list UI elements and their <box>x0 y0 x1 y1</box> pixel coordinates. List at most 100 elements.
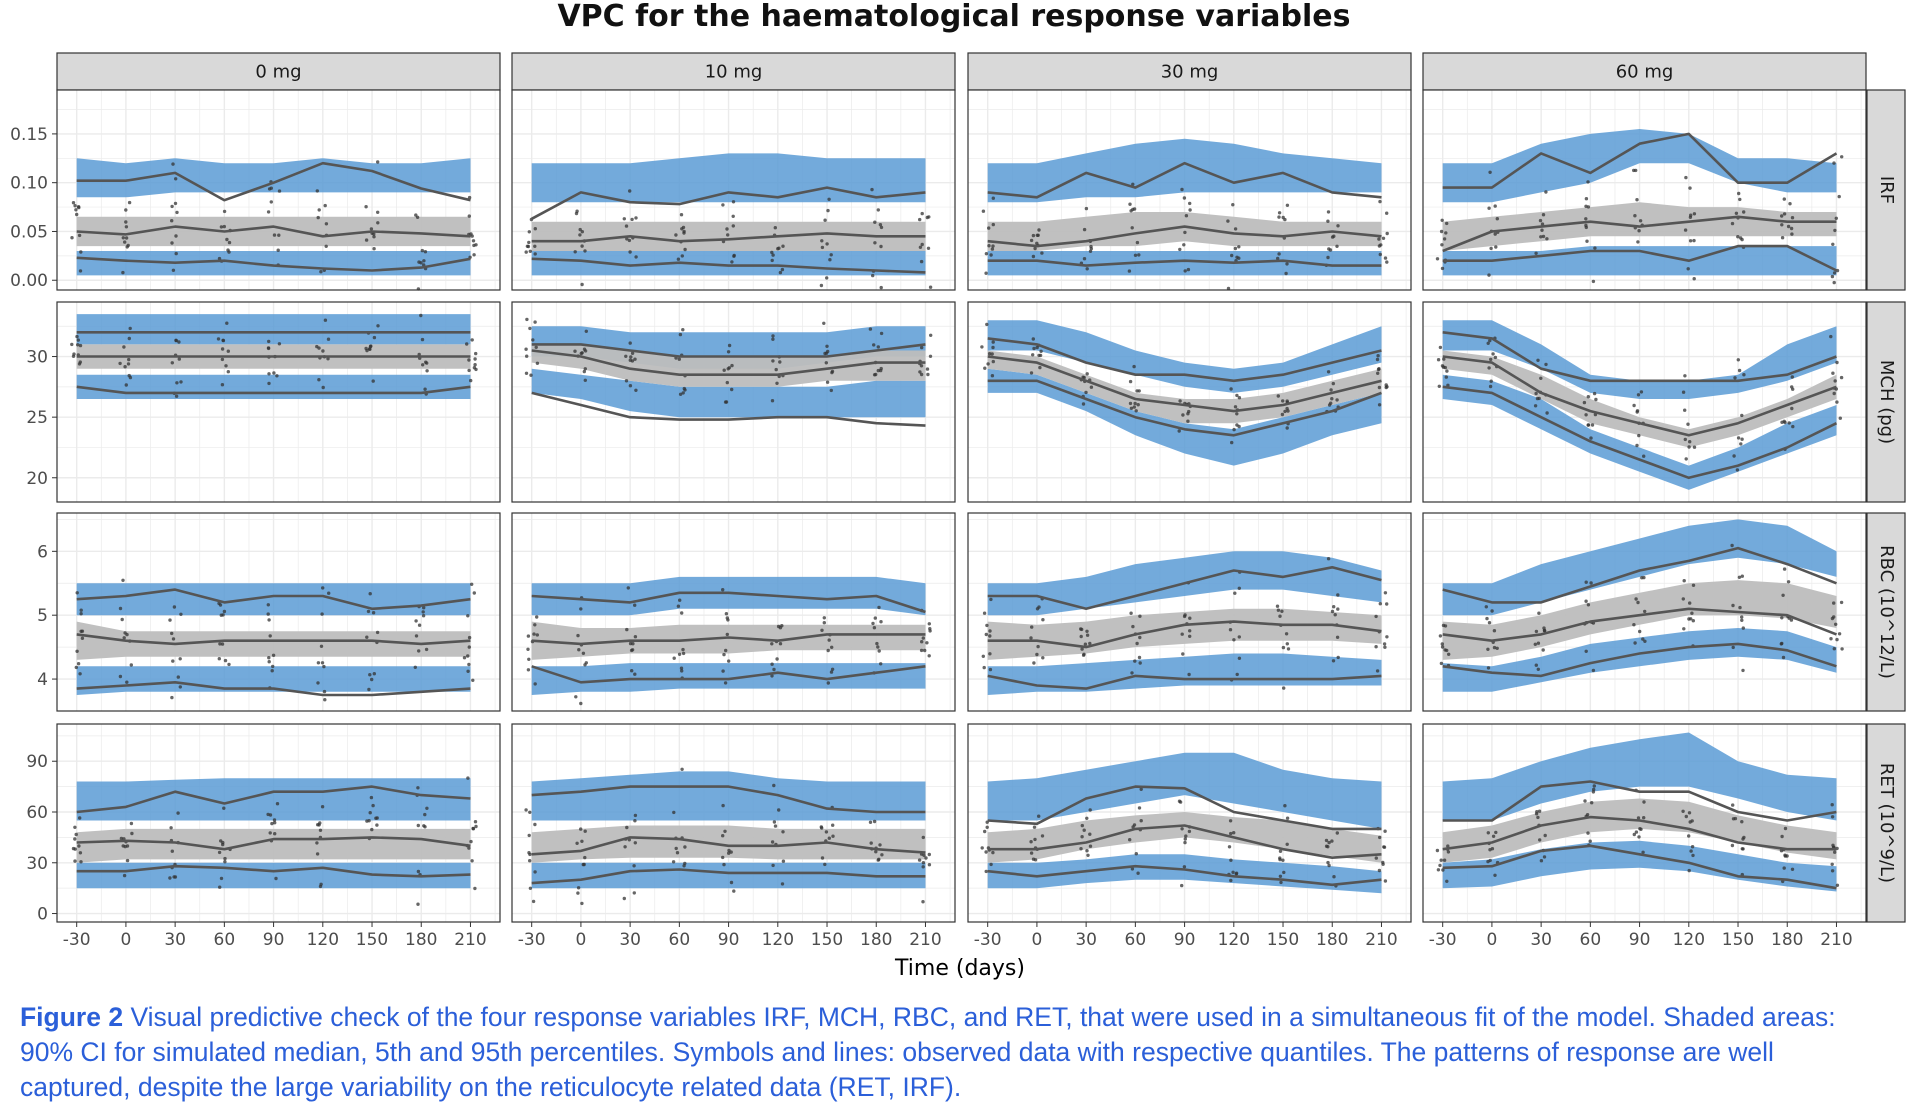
x-tick-label: 210 <box>1365 930 1397 950</box>
observed-point <box>1336 224 1340 228</box>
y-tick-label: 90 <box>26 752 48 772</box>
row-strip-rbc: RBC (10^12/L) <box>1866 512 1906 712</box>
observed-point <box>1081 402 1086 406</box>
observed-point <box>527 851 531 855</box>
observed-median-line <box>987 824 1382 859</box>
observed-point <box>1038 365 1042 370</box>
observed-point <box>1282 686 1286 690</box>
observed-point <box>1689 849 1693 853</box>
observed-point <box>1683 437 1688 442</box>
x-tick-label: 60 <box>214 930 236 950</box>
panel-mch-30mg <box>967 301 1412 503</box>
observed-point <box>1533 642 1538 646</box>
observed-point <box>524 808 528 812</box>
observed-p05-line <box>76 385 471 395</box>
observed-point <box>876 645 880 649</box>
observed-point <box>221 338 226 343</box>
observed-point <box>1138 635 1142 640</box>
observed-point <box>462 656 467 660</box>
observed-point <box>466 614 470 618</box>
observed-point <box>583 663 587 667</box>
observed-point <box>76 338 81 342</box>
observed-point <box>219 225 224 229</box>
observed-point <box>177 340 181 344</box>
observed-point <box>770 258 774 263</box>
band-p95 <box>76 158 471 198</box>
observed-point <box>469 232 473 236</box>
observed-point <box>1180 632 1184 636</box>
observed-point <box>121 270 125 275</box>
observed-point <box>727 848 731 853</box>
observed-point <box>1277 211 1282 215</box>
observed-point <box>1281 399 1285 403</box>
observed-point <box>1277 215 1281 219</box>
observed-point <box>1326 210 1331 214</box>
observed-point <box>1232 427 1236 432</box>
observed-point <box>634 388 638 392</box>
observed-point <box>1385 260 1389 264</box>
observed-point <box>1692 277 1696 281</box>
observed-point <box>118 674 123 679</box>
row-strip-label: RET (10^9/L) <box>1876 763 1897 883</box>
band-p05 <box>987 854 1382 894</box>
x-tick-label: 30 <box>164 930 186 950</box>
observed-point <box>628 384 633 388</box>
observed-point <box>1681 809 1685 813</box>
observed-point <box>831 823 835 827</box>
observed-point <box>1835 400 1839 404</box>
observed-point <box>1188 201 1192 206</box>
observed-point <box>1129 611 1133 615</box>
observed-point <box>1376 354 1380 358</box>
observed-point <box>526 244 531 249</box>
observed-point <box>1438 345 1443 350</box>
observed-point <box>879 225 884 230</box>
observed-point <box>988 652 992 656</box>
observed-point <box>1032 346 1036 351</box>
observed-point <box>989 597 993 602</box>
observed-point <box>1534 251 1538 255</box>
observed-point <box>1137 806 1142 810</box>
observed-point <box>927 863 932 867</box>
observed-point <box>1639 827 1643 831</box>
observed-point <box>1278 614 1282 618</box>
observed-point <box>1540 228 1544 232</box>
observed-point <box>127 357 131 362</box>
observed-point <box>375 823 379 827</box>
y-tick-label: 0 <box>37 905 48 925</box>
observed-point <box>1031 254 1036 259</box>
observed-point <box>983 829 987 834</box>
y-tick-label: 0.05 <box>10 222 48 242</box>
observed-point <box>70 236 74 240</box>
observed-point <box>727 343 732 348</box>
band-p95 <box>531 576 926 616</box>
observed-point <box>678 332 683 337</box>
observed-point <box>633 672 637 676</box>
observed-point <box>1030 625 1034 629</box>
observed-point <box>1235 393 1239 398</box>
observed-point <box>74 665 79 670</box>
observed-point <box>831 834 835 838</box>
observed-point <box>1643 639 1647 643</box>
observed-point <box>1837 632 1842 636</box>
observed-point <box>1131 182 1135 186</box>
observed-point <box>1832 391 1836 396</box>
observed-point <box>919 372 924 377</box>
observed-point <box>580 901 584 906</box>
observed-point <box>1445 221 1449 226</box>
observed-point <box>174 394 179 398</box>
observed-point <box>1633 214 1637 218</box>
observed-point <box>1385 635 1389 639</box>
observed-point <box>1335 635 1340 639</box>
observed-p95-line <box>987 566 1382 611</box>
observed-point <box>1033 837 1037 842</box>
observed-point <box>1541 234 1546 239</box>
observed-point <box>1376 367 1381 372</box>
observed-point <box>624 224 629 228</box>
observed-point <box>122 873 127 878</box>
x-tick-label: 30 <box>619 930 641 950</box>
observed-point <box>470 859 474 863</box>
observed-point <box>825 276 829 280</box>
observed-point <box>474 824 478 829</box>
observed-point <box>1830 815 1835 819</box>
observed-point <box>272 233 277 237</box>
